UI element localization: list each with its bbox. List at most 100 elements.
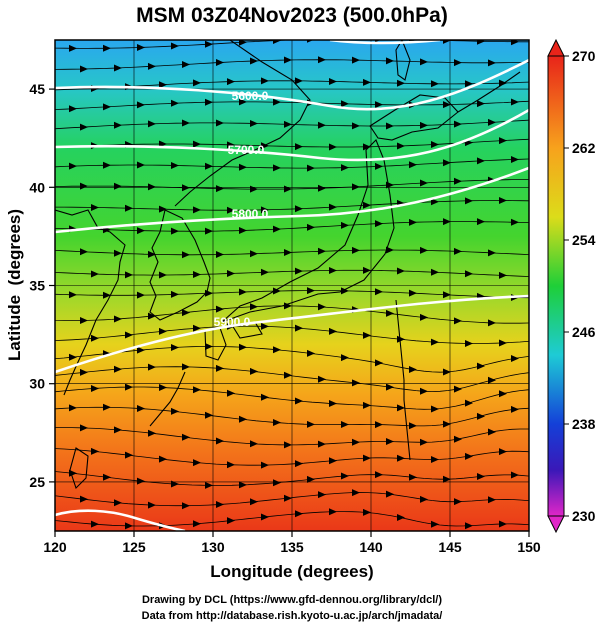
streamline-arrow: [205, 40, 213, 48]
streamline-arrow: [409, 473, 417, 481]
streamline-arrow: [261, 513, 269, 521]
streamline-arrow: [454, 385, 462, 393]
hokkaido-coast: [369, 94, 459, 141]
streamline-arrow: [227, 206, 235, 214]
streamline-arrow: [91, 447, 99, 455]
streamline-arrow: [409, 365, 417, 373]
streamline-arrow: [318, 56, 326, 64]
streamline-arrow: [216, 364, 224, 372]
streamline-arrow: [137, 161, 145, 169]
streamline-arrow: [477, 100, 485, 108]
streamline-arrow: [193, 79, 201, 87]
streamline-arrow: [182, 363, 190, 371]
streamline-arrow: [420, 387, 428, 395]
streamline-arrow: [431, 338, 439, 346]
streamline-arrow: [363, 78, 371, 86]
streamline-arrow: [465, 270, 473, 278]
streamline-arrow: [284, 494, 292, 502]
streamline-arrow: [114, 426, 122, 434]
streamline-arrow: [443, 420, 451, 428]
y-tick-label: 30: [29, 376, 45, 392]
streamline-arrow: [91, 270, 99, 278]
streamline-arrow: [171, 42, 179, 50]
contour-line-5900: [55, 294, 529, 374]
streamline-arrow: [205, 162, 213, 170]
x-axis-ticks: 120 125 130 135 140 145 150: [43, 531, 541, 555]
streamline-arrow: [386, 181, 394, 189]
streamline-arrow: [363, 143, 371, 151]
streamline-arrow: [488, 496, 496, 504]
streamline-arrow: [171, 290, 179, 298]
streamline-arrow: [125, 451, 133, 459]
streamline-arrow: [205, 289, 213, 297]
streamline-arrow: [443, 101, 451, 109]
x-axis-label: Longitude (degrees): [210, 562, 373, 581]
streamline-arrow: [488, 319, 496, 327]
streamline-arrow: [386, 490, 394, 498]
streamline-arrow: [80, 317, 88, 325]
streamline-arrow: [295, 143, 303, 151]
streamline-arrow: [91, 384, 99, 392]
streamline-arrow: [375, 288, 383, 296]
x-tick-label: 120: [43, 539, 67, 555]
streamline-arrow: [409, 289, 417, 297]
x-tick-label: 140: [359, 539, 383, 555]
footer-data-source-line: Data from http://database.rish.kyoto-u.a…: [142, 610, 443, 622]
streamline-arrow: [114, 121, 122, 129]
y-axis-ticks: 25 30 35 40 45: [29, 81, 55, 490]
china-coast: [55, 209, 126, 396]
streamline-arrow: [477, 218, 485, 226]
streamline-arrow: [80, 368, 88, 376]
streamline-arrow: [227, 270, 235, 278]
streamline-arrow: [341, 221, 349, 229]
streamline-arrow: [114, 315, 122, 323]
streamline-arrow: [261, 142, 269, 150]
streamline-arrow: [443, 218, 451, 226]
streamline-arrow: [205, 98, 213, 106]
streamline-arrow: [205, 227, 213, 235]
streamline-arrow: [318, 247, 326, 255]
streamline-arrow: [205, 342, 213, 350]
contour-line-north: [329, 40, 441, 45]
streamline-arrow: [69, 469, 77, 477]
streamline-arrow: [318, 303, 326, 311]
streamline-arrow: [148, 501, 156, 509]
streamline-arrow: [148, 250, 156, 258]
streamline-arrow: [148, 363, 156, 371]
colorbar-tick-label: 238: [572, 416, 596, 432]
y-tick-label: 25: [29, 474, 45, 490]
streamline-arrow: [193, 206, 201, 214]
streamline-arrow: [171, 344, 179, 352]
streamline-arrow: [239, 288, 247, 296]
streamline-arrow: [182, 433, 190, 441]
streamline-arrow: [352, 438, 360, 446]
contour-line-5700: [55, 108, 529, 162]
izu-islands: [395, 299, 411, 461]
streamline-arrow: [216, 437, 224, 445]
streamline-arrow: [284, 441, 292, 449]
streamline-arrow: [307, 287, 315, 295]
streamline-arrow: [420, 58, 428, 66]
streamline-arrow: [375, 471, 383, 479]
x-tick-label: 130: [201, 539, 225, 555]
streamline-arrow: [159, 271, 167, 279]
streamline-arrow: [261, 268, 269, 276]
streamline-arrow: [273, 479, 281, 487]
streamline-arrow: [239, 481, 247, 489]
streamline: [55, 448, 529, 466]
chart-title: MSM 03Z04Nov2023 (500.0hPa): [136, 4, 448, 27]
streamline-arrow: [80, 65, 88, 73]
streamline-arrow: [465, 522, 473, 530]
streamline-arrow: [499, 79, 507, 87]
streamline-arrow: [386, 383, 394, 391]
streamline: [55, 290, 529, 299]
streamline-arrow: [307, 475, 315, 483]
streamline-arrow: [137, 227, 145, 235]
streamline-arrow: [397, 335, 405, 343]
streamline-arrow: [193, 271, 201, 279]
streamline-arrow: [363, 201, 371, 209]
footer-credit-line: Drawing by DCL (https://www.gfd-dennou.o…: [142, 594, 442, 606]
streamline-arrow: [193, 140, 201, 148]
streamline-arrow: [103, 103, 111, 111]
